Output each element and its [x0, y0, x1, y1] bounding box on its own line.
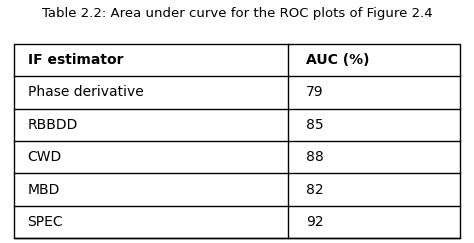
Text: Table 2.2: Area under curve for the ROC plots of Figure 2.4: Table 2.2: Area under curve for the ROC …: [42, 7, 432, 20]
Text: 82: 82: [306, 182, 324, 197]
Text: Phase derivative: Phase derivative: [27, 85, 143, 99]
Text: 92: 92: [306, 215, 324, 229]
Text: SPEC: SPEC: [27, 215, 63, 229]
Text: MBD: MBD: [27, 182, 60, 197]
Text: RBBDD: RBBDD: [27, 118, 78, 132]
Text: AUC (%): AUC (%): [306, 53, 370, 67]
Text: 79: 79: [306, 85, 324, 99]
Text: 88: 88: [306, 150, 324, 164]
Text: CWD: CWD: [27, 150, 62, 164]
Text: 85: 85: [306, 118, 324, 132]
Text: IF estimator: IF estimator: [27, 53, 123, 67]
